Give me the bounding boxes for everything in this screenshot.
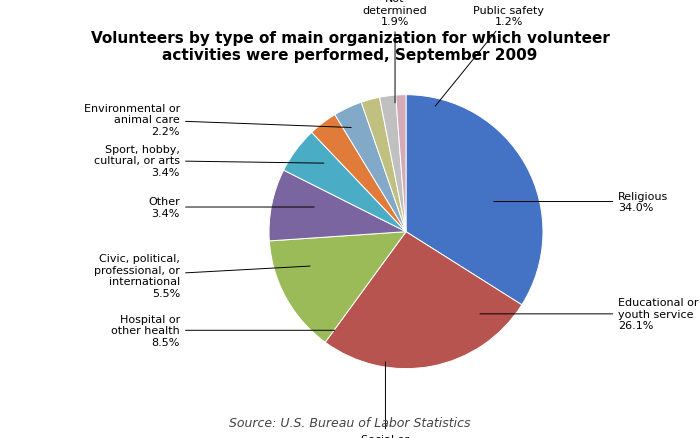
Wedge shape xyxy=(406,95,543,305)
Text: Religious
34.0%: Religious 34.0% xyxy=(494,191,668,213)
Wedge shape xyxy=(395,95,406,232)
Text: Environmental or
animal care
2.2%: Environmental or animal care 2.2% xyxy=(84,103,351,137)
Text: Public safety
1.2%: Public safety 1.2% xyxy=(435,6,544,107)
Text: Sport, hobby,
cultural, or arts
3.4%: Sport, hobby, cultural, or arts 3.4% xyxy=(94,145,324,178)
Text: Not
determined
1.9%: Not determined 1.9% xyxy=(363,0,428,104)
Text: Hospital or
other health
8.5%: Hospital or other health 8.5% xyxy=(111,314,335,347)
Wedge shape xyxy=(379,96,406,232)
Text: Educational or
youth service
26.1%: Educational or youth service 26.1% xyxy=(480,297,699,331)
Wedge shape xyxy=(335,103,406,232)
Text: Source: U.S. Bureau of Labor Statistics: Source: U.S. Bureau of Labor Statistics xyxy=(230,416,470,429)
Wedge shape xyxy=(270,232,406,343)
Text: Other
3.4%: Other 3.4% xyxy=(148,197,314,218)
Wedge shape xyxy=(269,171,406,241)
Text: Volunteers by type of main organization for which volunteer
activities were perf: Volunteers by type of main organization … xyxy=(90,31,610,63)
Wedge shape xyxy=(284,133,406,232)
Wedge shape xyxy=(326,232,522,369)
Wedge shape xyxy=(361,98,406,232)
Wedge shape xyxy=(312,115,406,232)
Text: Civic, political,
professional, or
international
5.5%: Civic, political, professional, or inter… xyxy=(94,254,310,298)
Text: Social or
community service
13.9%: Social or community service 13.9% xyxy=(332,362,439,438)
